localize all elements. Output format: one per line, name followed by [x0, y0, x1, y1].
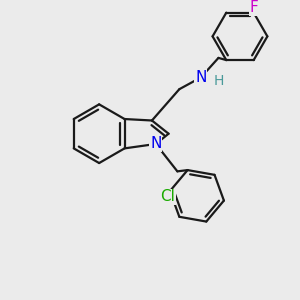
Text: N: N [195, 70, 206, 85]
Text: H: H [213, 74, 224, 88]
Text: Cl: Cl [160, 189, 175, 204]
Text: N: N [150, 136, 161, 152]
Text: F: F [249, 0, 258, 15]
